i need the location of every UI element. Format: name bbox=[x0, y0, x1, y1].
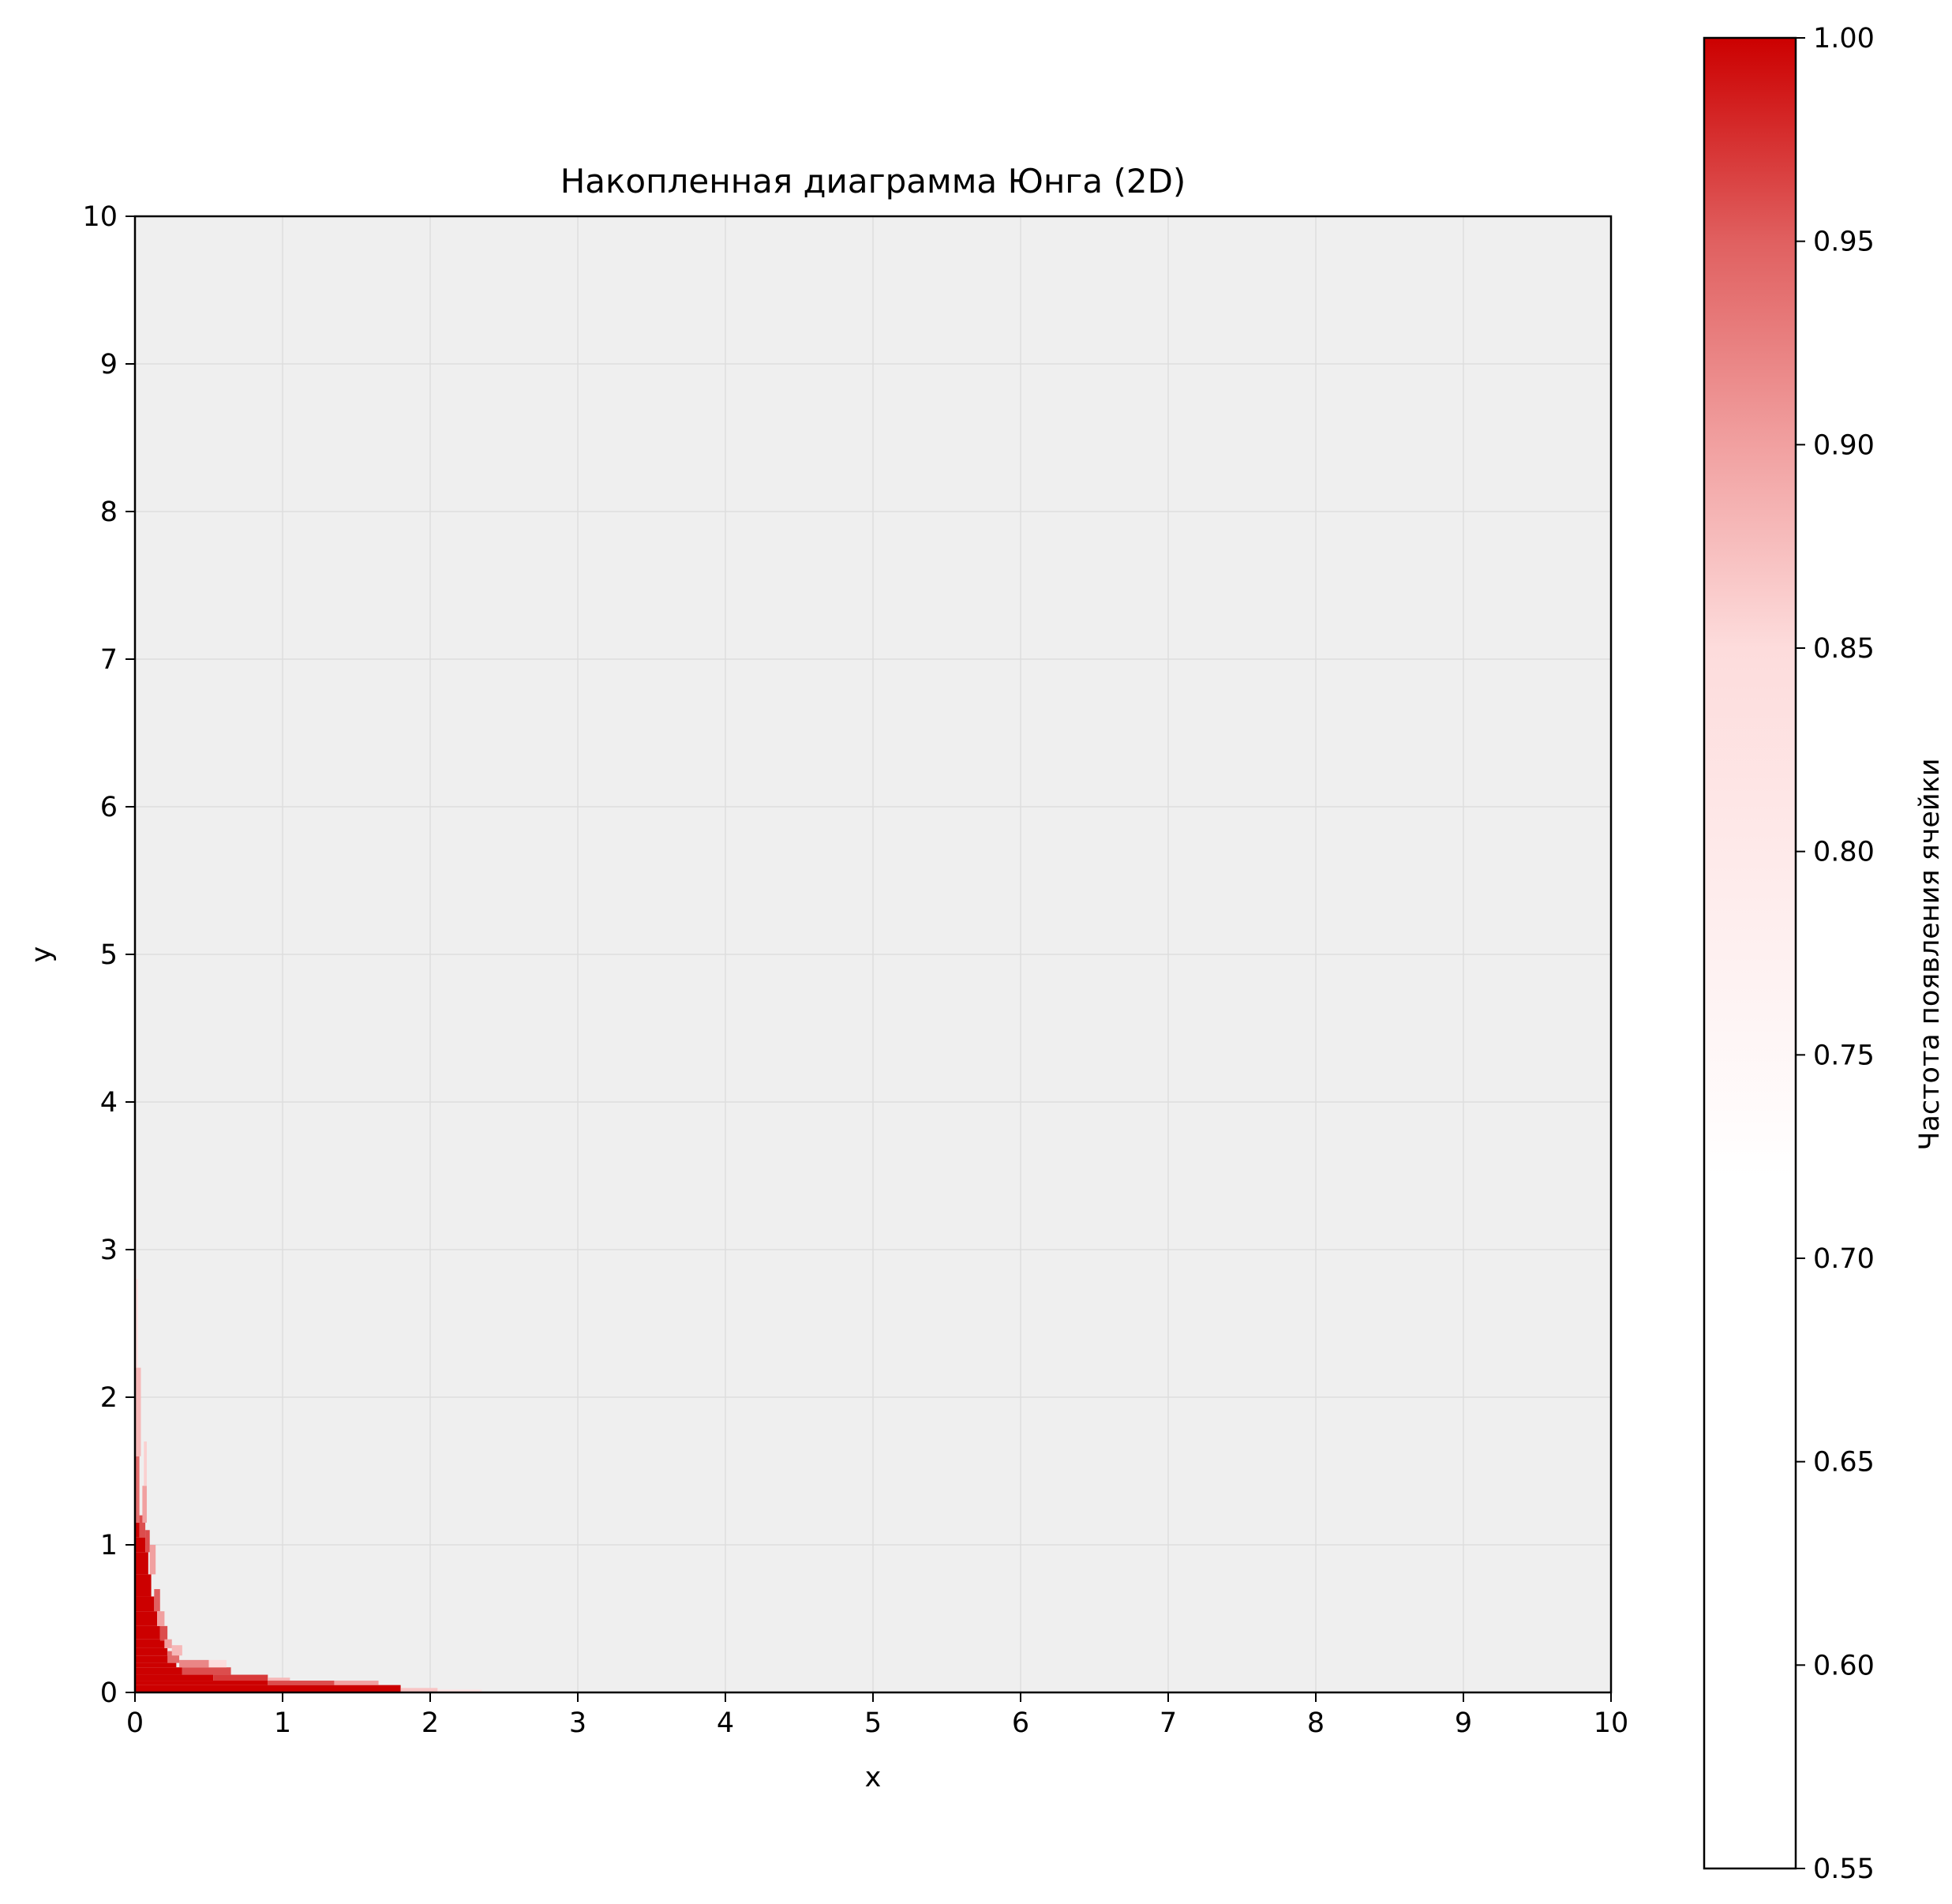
heatmap-cell bbox=[135, 1611, 158, 1626]
heatmap-cell bbox=[437, 1689, 482, 1692]
colorbar-tick-label: 1.00 bbox=[1813, 23, 1875, 54]
heatmap-cell bbox=[159, 1625, 168, 1641]
heatmap-cell bbox=[144, 1441, 147, 1486]
heatmap-cell bbox=[135, 1367, 141, 1456]
heatmap-cell bbox=[135, 1681, 268, 1685]
x-tick-label: 1 bbox=[274, 1707, 291, 1739]
x-tick-label: 0 bbox=[126, 1707, 144, 1739]
colorbar-tick-label: 0.80 bbox=[1813, 837, 1875, 868]
heatmap-cell bbox=[135, 1552, 148, 1575]
colorbar-tick-label: 0.95 bbox=[1813, 227, 1875, 258]
y-axis-ticks: 0 1 2 3 4 5 6 7 8 9 10 bbox=[82, 201, 135, 1709]
heatmap-cell bbox=[400, 1688, 438, 1692]
y-tick-label: 1 bbox=[100, 1530, 118, 1561]
heatmap-cell bbox=[135, 1456, 140, 1523]
heatmap-cell bbox=[182, 1667, 231, 1675]
y-tick-label: 7 bbox=[100, 644, 118, 676]
y-tick-label: 9 bbox=[100, 349, 118, 380]
heatmap-cell bbox=[135, 1662, 177, 1668]
x-tick-label: 7 bbox=[1160, 1707, 1177, 1739]
colorbar-tick-label: 0.75 bbox=[1813, 1040, 1875, 1071]
heatmap-cell bbox=[268, 1677, 290, 1681]
heatmap-cell bbox=[149, 1545, 156, 1575]
colorbar-label: Частота появления ячейки bbox=[1914, 758, 1946, 1150]
colorbar-tick-label: 0.55 bbox=[1813, 1853, 1875, 1885]
heatmap-cell bbox=[164, 1639, 172, 1648]
chart-title: Накопленная диаграмма Юнга (2D) bbox=[560, 162, 1186, 201]
y-axis-label: y bbox=[26, 946, 58, 963]
heatmap-cell bbox=[154, 1589, 160, 1612]
heatmap-cell bbox=[135, 1625, 160, 1640]
heatmap-cell bbox=[135, 1639, 165, 1648]
x-axis-ticks: 0 1 2 3 4 5 6 7 8 9 10 bbox=[126, 1692, 1628, 1739]
y-tick-label: 2 bbox=[100, 1382, 118, 1414]
heatmap-cell bbox=[157, 1611, 165, 1626]
y-tick-label: 3 bbox=[100, 1235, 118, 1266]
heatmap-cell bbox=[142, 1486, 147, 1523]
heatmap-cell bbox=[135, 1655, 172, 1663]
heatmap-cell bbox=[145, 1530, 150, 1553]
y-tick-label: 4 bbox=[100, 1087, 118, 1119]
heatmap-cell bbox=[135, 1647, 168, 1656]
y-tick-label: 0 bbox=[100, 1677, 118, 1709]
x-tick-label: 6 bbox=[1012, 1707, 1029, 1739]
heatmap-cell bbox=[334, 1681, 379, 1685]
colorbar bbox=[1703, 36, 1797, 1870]
y-tick-label: 6 bbox=[100, 792, 118, 823]
heatmap-cell bbox=[135, 1674, 214, 1681]
colorbar-tick-label: 0.60 bbox=[1813, 1650, 1875, 1681]
heatmap-cell bbox=[135, 1574, 152, 1597]
y-tick-label: 8 bbox=[100, 497, 118, 528]
heatmap-cell bbox=[135, 1667, 182, 1675]
heatmap-cell bbox=[135, 1522, 140, 1538]
heatmap-cell bbox=[213, 1674, 268, 1681]
x-tick-label: 9 bbox=[1455, 1707, 1472, 1739]
x-tick-label: 2 bbox=[421, 1707, 439, 1739]
x-tick-label: 8 bbox=[1307, 1707, 1324, 1739]
x-tick-label: 4 bbox=[717, 1707, 734, 1739]
heatmap-cell bbox=[208, 1659, 227, 1668]
y-tick-label: 10 bbox=[82, 201, 118, 233]
colorbar-tick-label: 0.65 bbox=[1813, 1447, 1875, 1479]
heatmap-cell bbox=[179, 1659, 209, 1668]
heatmap-cell bbox=[135, 1596, 155, 1612]
heatmap-cell bbox=[268, 1681, 335, 1685]
heatmap-cell bbox=[135, 1685, 401, 1692]
heatmap-cell bbox=[135, 1537, 146, 1553]
x-axis-label: x bbox=[865, 1762, 882, 1793]
colorbar-tick-label: 0.70 bbox=[1813, 1243, 1875, 1275]
colorbar-tick-label: 0.90 bbox=[1813, 429, 1875, 461]
x-tick-label: 10 bbox=[1594, 1707, 1629, 1739]
heatmap-cell bbox=[139, 1515, 146, 1538]
x-tick-label: 3 bbox=[569, 1707, 586, 1739]
heatmap-cell bbox=[171, 1645, 182, 1656]
heatmap-cell bbox=[135, 1279, 138, 1368]
colorbar-tick-label: 0.85 bbox=[1813, 633, 1875, 665]
colorbar-ticks: 0.55 0.60 0.65 0.70 0.75 0.80 0.85 0.90 0.95 1.00 bbox=[1796, 23, 1875, 1885]
heatmap-cells bbox=[135, 1160, 482, 1692]
x-tick-label: 5 bbox=[864, 1707, 882, 1739]
y-tick-label: 5 bbox=[100, 939, 118, 971]
